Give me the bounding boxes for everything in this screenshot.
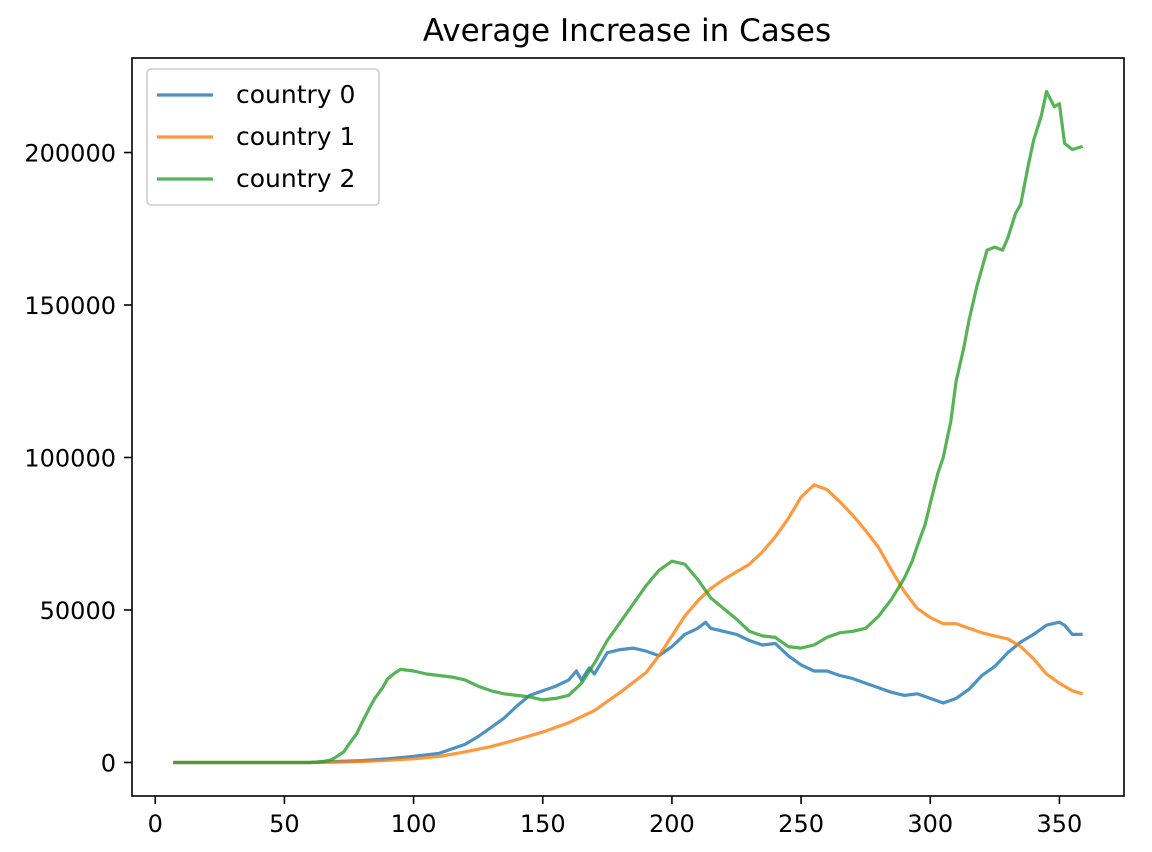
plot-area-frame xyxy=(131,57,1125,797)
y-tick-label: 150000 xyxy=(24,292,116,320)
series-line-1 xyxy=(173,483,1084,765)
x-tick-label: 300 xyxy=(907,810,953,838)
y-tick-label: 100000 xyxy=(24,444,116,472)
y-tick-label: 0 xyxy=(101,749,116,777)
series-layer xyxy=(173,89,1084,765)
x-tick-label: 150 xyxy=(520,810,566,838)
y-axis: 0 50000 100000 150000 200000 xyxy=(24,140,132,777)
legend-label: country 1 xyxy=(236,122,355,151)
legend-label: country 2 xyxy=(236,164,355,193)
series-line-2 xyxy=(173,89,1084,765)
x-tick-label: 100 xyxy=(391,810,437,838)
legend-label: country 0 xyxy=(236,80,355,109)
x-tick-label: 200 xyxy=(649,810,695,838)
x-tick-label: 50 xyxy=(269,810,300,838)
legend: country 0 country 1 country 2 xyxy=(146,68,380,206)
series-line-0 xyxy=(173,620,1083,765)
x-tick-label: 350 xyxy=(1037,810,1083,838)
x-axis: 0 50 100 150 200 250 300 350 xyxy=(148,796,1083,838)
chart-title: Average Increase in Cases xyxy=(423,13,831,49)
y-tick-label: 200000 xyxy=(24,140,116,168)
x-tick-label: 0 xyxy=(148,810,163,838)
y-tick-label: 50000 xyxy=(40,597,116,625)
x-tick-label: 250 xyxy=(778,810,824,838)
legend-box xyxy=(146,68,380,206)
